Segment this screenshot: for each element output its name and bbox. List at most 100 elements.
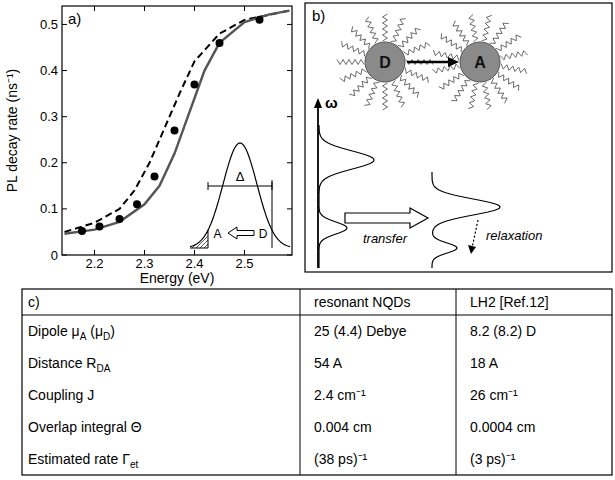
axis-label: ω bbox=[325, 94, 338, 111]
table-cell: 0.0004 cm bbox=[470, 419, 535, 435]
y-tick bbox=[62, 208, 292, 209]
y-axis-title: PL decay rate (ns⁻¹) bbox=[4, 69, 20, 193]
header-rule bbox=[22, 315, 612, 316]
y-tick-label: 0 bbox=[51, 248, 58, 263]
data-point bbox=[133, 200, 141, 208]
dashed-curve bbox=[65, 11, 290, 232]
x-tick-label: 2.3 bbox=[135, 256, 153, 271]
subscript: DA bbox=[96, 363, 110, 374]
row-label: Distance RDA bbox=[28, 355, 111, 374]
ligand bbox=[433, 50, 459, 60]
table: c) resonant NQDs LH2 [Ref.12] Dipole μA (μD… bbox=[22, 289, 612, 475]
diagram-frame bbox=[305, 3, 612, 272]
table-cell: 26 cm⁻¹ bbox=[470, 387, 518, 403]
table-cell: 2.4 cm⁻¹ bbox=[314, 387, 366, 403]
label-part: Dipole μ bbox=[28, 323, 80, 339]
y-tick bbox=[62, 116, 292, 117]
node-label: A bbox=[474, 54, 486, 71]
donor-line bbox=[272, 180, 273, 248]
table-cell: 8.2 (8.2) D bbox=[470, 323, 536, 339]
ligand bbox=[496, 35, 521, 51]
table-frame bbox=[22, 289, 612, 475]
data-point bbox=[256, 16, 264, 24]
transfer-head bbox=[448, 57, 459, 67]
x-tick-label: 2.2 bbox=[85, 256, 103, 271]
row-label: Overlap integral Θ bbox=[28, 419, 142, 435]
energy-axis-head bbox=[314, 98, 322, 108]
ligand bbox=[349, 77, 372, 95]
y-tick-label: 0.5 bbox=[40, 17, 58, 32]
ligand bbox=[501, 64, 526, 74]
y-tick bbox=[62, 255, 292, 256]
donor-label: D bbox=[259, 227, 268, 241]
ligand bbox=[491, 78, 507, 103]
subscript: et bbox=[130, 459, 139, 470]
ligand bbox=[453, 21, 469, 46]
ligand bbox=[366, 17, 379, 44]
arrow-label: transfer bbox=[363, 231, 408, 246]
solid-curve bbox=[65, 11, 290, 234]
x-tick bbox=[94, 6, 95, 255]
table-cell: 25 (4.4) Debye bbox=[314, 323, 407, 339]
table-cell: (3 ps)⁻¹ bbox=[470, 451, 516, 467]
nanocrystal bbox=[365, 42, 405, 82]
ligand bbox=[403, 43, 430, 56]
diagram-panel: b)DAωtransferrelaxation bbox=[305, 3, 612, 272]
x-tick-label: 2.4 bbox=[185, 256, 203, 271]
ligand bbox=[482, 82, 491, 110]
acceptor-label: A bbox=[213, 227, 221, 241]
ligand bbox=[405, 68, 428, 83]
column-rule bbox=[456, 289, 457, 475]
data-point bbox=[191, 80, 199, 88]
figure: 2.22.32.42.500.10.20.30.40.5Energy (eV)P… bbox=[0, 0, 615, 480]
transfer-arrow bbox=[345, 208, 428, 228]
transfer-arrow bbox=[228, 227, 254, 239]
y-tick bbox=[62, 162, 292, 163]
transfer-line bbox=[407, 61, 450, 64]
label-part: Coupling J bbox=[28, 387, 94, 403]
column-head: resonant NQDs bbox=[314, 294, 410, 310]
panel-label: a) bbox=[68, 10, 81, 27]
table-cell: 54 A bbox=[314, 355, 343, 371]
x-tick bbox=[244, 6, 245, 255]
column-head: LH2 [Ref.12] bbox=[470, 294, 549, 310]
table-cell: 0.004 cm bbox=[314, 419, 372, 435]
delta-label: Δ bbox=[236, 169, 245, 184]
ligand bbox=[337, 60, 364, 65]
row-label: Dipole μA (μD) bbox=[28, 323, 115, 342]
data-point bbox=[216, 39, 224, 47]
y-tick bbox=[62, 70, 292, 71]
ligand bbox=[441, 33, 461, 52]
row-label: Estimated rate Γet bbox=[28, 451, 138, 470]
data-point bbox=[171, 127, 179, 135]
ligand bbox=[490, 23, 509, 43]
nanocrystal bbox=[460, 42, 500, 82]
y-tick-label: 0.3 bbox=[40, 109, 58, 124]
label-part: ) bbox=[110, 323, 115, 339]
ligand bbox=[340, 69, 367, 82]
inset-gaussian bbox=[190, 143, 290, 247]
ligand bbox=[451, 81, 470, 101]
ligand bbox=[364, 82, 379, 105]
data-point bbox=[151, 173, 159, 181]
panel-label: c) bbox=[28, 294, 40, 310]
table-cell: (38 ps)⁻¹ bbox=[314, 451, 368, 467]
ligand bbox=[439, 73, 464, 89]
y-tick-label: 0.2 bbox=[40, 155, 58, 170]
donor-spectrum bbox=[319, 125, 374, 268]
label-part: Overlap integral Θ bbox=[28, 419, 142, 435]
node-label: D bbox=[379, 54, 391, 71]
data-point bbox=[78, 227, 86, 235]
table-cell: 18 A bbox=[470, 355, 499, 371]
x-tick bbox=[194, 6, 195, 255]
label-patch bbox=[211, 226, 224, 241]
acceptor-edge bbox=[190, 230, 208, 248]
x-tick bbox=[144, 6, 145, 255]
x-tick-label: 2.5 bbox=[235, 256, 253, 271]
ligand bbox=[400, 75, 418, 98]
inset: Δ A D bbox=[190, 143, 290, 248]
ligand bbox=[468, 83, 478, 109]
data-point bbox=[116, 215, 124, 223]
ligand bbox=[383, 14, 388, 41]
ligand bbox=[351, 26, 369, 49]
